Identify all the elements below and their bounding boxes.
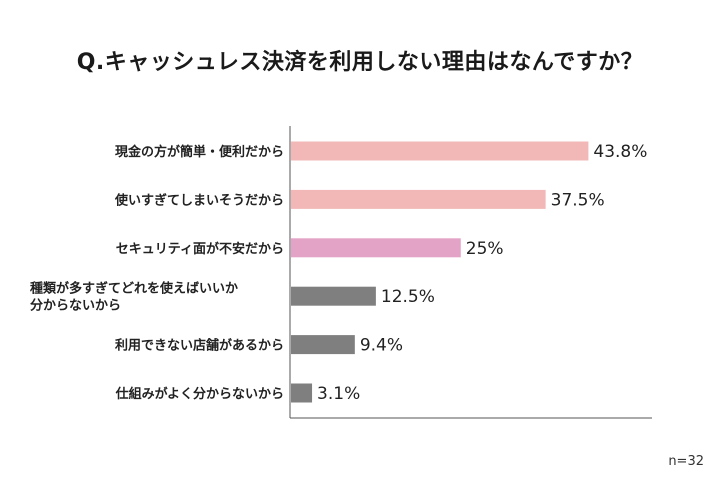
bar-5 <box>291 335 355 355</box>
bar-2 <box>291 189 546 209</box>
value-label-2: 37.5% <box>551 190 605 210</box>
category-label-3: セキュリティ面が不安だから <box>116 241 284 257</box>
category-label-1: 現金の方が簡単・便利だから <box>115 144 284 160</box>
category-label-6: 仕組みがよく分からないから <box>115 386 284 402</box>
bar-3 <box>291 238 461 258</box>
sample-size-note: n=32 <box>668 454 704 469</box>
value-label-6: 3.1% <box>317 384 360 404</box>
bar-6 <box>291 383 313 403</box>
bar-4 <box>291 286 376 306</box>
category-label-5: 利用できない店舗があるから <box>115 338 284 354</box>
category-label-4-line-1: 種類が多すぎてどれを使えばいいか <box>30 281 238 297</box>
value-label-4: 12.5% <box>381 287 435 307</box>
category-label-4-line-2: 分からないから <box>30 298 121 314</box>
value-label-3: 25% <box>466 239 504 259</box>
bar-1 <box>291 141 589 161</box>
value-label-1: 43.8% <box>593 142 647 162</box>
chart-title: Q.キャッシュレス決済を利用しない理由はなんですか？ <box>76 50 644 75</box>
category-label-2: 使いすぎてしまいそうだから <box>114 192 284 208</box>
value-label-5: 9.4% <box>360 336 403 356</box>
